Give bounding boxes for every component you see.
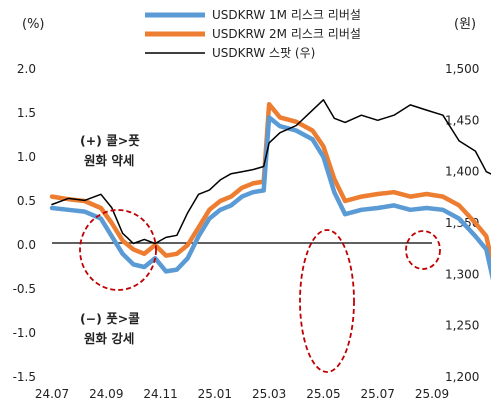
x-tick-label: 24.09 (89, 387, 123, 401)
highlight-circle-1 (79, 209, 157, 291)
annotation-lower-line1: (−) 풋>콜 (80, 311, 140, 326)
x-tick-label: 25.07 (361, 387, 395, 401)
annotation-lower: (−) 풋>콜 원화 강세 (80, 311, 140, 346)
series-line-2m (49, 101, 491, 268)
x-tick-label: 24.07 (35, 387, 69, 401)
legend-label-spot: USDKRW 스팟 (우) (212, 46, 315, 60)
legend: USDKRW 1M 리스크 리버설 USDKRW 2M 리스크 리버설 USDK… (145, 8, 361, 60)
right-tick-label: 1,450 (445, 113, 479, 127)
right-axis-unit: (원) (454, 17, 476, 32)
right-tick-label: 1,500 (445, 62, 479, 76)
left-tick-label: -1.0 (13, 326, 36, 340)
series-line-spot (51, 99, 491, 245)
x-tick-label: 25.03 (252, 387, 286, 401)
annotation-lower-line2: 원화 강세 (84, 331, 134, 346)
x-tick-label: 24.11 (143, 387, 177, 401)
legend-label-1m: USDKRW 1M 리스크 리버설 (212, 8, 361, 22)
left-axis-unit: (%) (22, 17, 45, 32)
left-tick-label: 2.0 (17, 62, 36, 76)
left-tick-label: -0.5 (13, 282, 36, 296)
highlight-circle-3 (405, 230, 441, 270)
annotation-upper-line2: 원화 약세 (84, 153, 134, 168)
left-tick-label: 0.5 (17, 194, 36, 208)
annotation-upper: (+) 콜>풋 원화 약세 (80, 133, 140, 168)
x-tick-label: 25.01 (198, 387, 232, 401)
x-axis-ticks: 24.07 24.09 24.11 25.01 25.03 25.05 25.07 25.09 (35, 387, 449, 401)
highlight-circles (79, 209, 441, 373)
annotation-upper-line1: (+) 콜>풋 (80, 133, 140, 148)
legend-label-2m: USDKRW 2M 리스크 리버설 (212, 27, 361, 41)
left-tick-label: 1.0 (17, 150, 36, 164)
x-tick-label: 25.09 (415, 387, 449, 401)
right-tick-label: 1,300 (445, 267, 479, 281)
left-tick-label: -1.5 (13, 370, 36, 384)
right-tick-label: 1,200 (445, 370, 479, 384)
left-tick-label: 1.5 (17, 106, 36, 120)
right-tick-label: 1,400 (445, 165, 479, 179)
highlight-circle-2 (299, 229, 355, 373)
left-tick-label: 0.0 (17, 238, 36, 252)
series-line-1m (49, 115, 491, 281)
left-axis-ticks: 2.0 1.5 1.0 0.5 0.0 -0.5 -1.0 -1.5 (13, 62, 36, 384)
x-tick-label: 25.05 (306, 387, 340, 401)
right-tick-label: 1,250 (445, 319, 479, 333)
series-layer (49, 99, 491, 281)
